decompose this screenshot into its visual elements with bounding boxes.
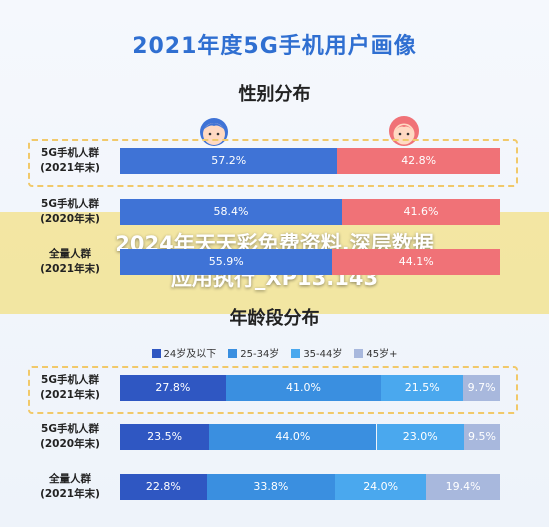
gender-section-title: 性别分布 bbox=[238, 84, 311, 105]
legend-label: 35-44岁 bbox=[303, 349, 343, 360]
highlight-box bbox=[28, 366, 518, 414]
age-segment: 44.0% bbox=[209, 424, 377, 450]
age-section-title: 年龄段分布 bbox=[229, 308, 320, 329]
age-segment: 33.8% bbox=[206, 474, 336, 500]
legend-swatch bbox=[228, 349, 238, 358]
age-row-label-line: 5G手机人群 bbox=[41, 374, 99, 386]
age-row-label-line: (2021年末) bbox=[40, 389, 100, 401]
legend-swatch bbox=[151, 349, 161, 358]
age-segment: 41.0% bbox=[225, 375, 382, 401]
age-legend: 24岁及以下 25-34岁 35-44岁 45岁+ bbox=[0, 345, 549, 360]
gender-row-label-line: (2021年末) bbox=[40, 162, 100, 174]
gender-row-label-line: 5G手机人群 bbox=[41, 147, 99, 159]
age-segment: 23.5% bbox=[120, 424, 210, 450]
legend-item: 35-44岁 bbox=[291, 345, 342, 360]
gender-row-label-line: (2021年末) bbox=[40, 263, 100, 275]
female-segment: 41.6% bbox=[341, 199, 500, 225]
age-segment: 23.0% bbox=[376, 424, 464, 450]
age-row-label: 5G手机人群 (2020年末) bbox=[20, 422, 120, 452]
age-segment: 24.0% bbox=[335, 474, 427, 500]
age-row-label: 全量人群 (2021年末) bbox=[20, 472, 120, 502]
female-segment: 42.8% bbox=[337, 148, 500, 174]
gender-row-label-line: 全量人群 bbox=[49, 248, 91, 260]
male-segment: 58.4% bbox=[120, 199, 342, 225]
legend-swatch bbox=[354, 349, 364, 358]
female-segment: 44.1% bbox=[332, 249, 500, 275]
age-row-label: 5G手机人群 (2021年末) bbox=[20, 373, 120, 403]
age-row-label-line: 5G手机人群 bbox=[41, 423, 99, 435]
legend-item: 24岁及以下 bbox=[151, 345, 217, 360]
gender-bar: 55.9% 44.1% bbox=[120, 249, 500, 275]
legend-item: 45岁+ bbox=[354, 345, 397, 360]
legend-label: 24岁及以下 bbox=[163, 349, 217, 360]
gender-row-label-line: (2020年末) bbox=[40, 213, 100, 225]
male-segment: 57.2% bbox=[120, 148, 338, 174]
gender-row-label: 5G手机人群 (2021年末) bbox=[20, 146, 120, 176]
age-bar: 23.5% 44.0% 23.0% 9.5% bbox=[120, 424, 500, 450]
age-segment: 9.7% bbox=[463, 375, 500, 401]
age-segment: 9.5% bbox=[463, 424, 500, 450]
page-title: 2021年度5G手机用户画像 bbox=[132, 34, 417, 59]
age-row-label-line: 全量人群 bbox=[49, 473, 91, 485]
legend-item: 25-34岁 bbox=[228, 345, 279, 360]
gender-row-label: 5G手机人群 (2020年末) bbox=[20, 197, 120, 227]
highlight-box bbox=[28, 139, 518, 187]
gender-row-label: 全量人群 (2021年末) bbox=[20, 247, 120, 277]
legend-label: 25-34岁 bbox=[240, 349, 280, 360]
age-segment: 19.4% bbox=[426, 474, 500, 500]
age-segment: 27.8% bbox=[120, 375, 226, 401]
gender-bar: 57.2% 42.8% bbox=[120, 148, 500, 174]
age-bar: 27.8% 41.0% 21.5% 9.7% bbox=[120, 375, 500, 401]
age-segment: 21.5% bbox=[381, 375, 464, 401]
age-bar: 22.8% 33.8% 24.0% 19.4% bbox=[120, 474, 500, 500]
gender-row-label-line: 5G手机人群 bbox=[41, 198, 99, 210]
age-row-label-line: (2021年末) bbox=[40, 488, 100, 500]
legend-swatch bbox=[291, 349, 301, 358]
age-segment: 22.8% bbox=[120, 474, 207, 500]
male-segment: 55.9% bbox=[120, 249, 333, 275]
gender-bar: 58.4% 41.6% bbox=[120, 199, 500, 225]
legend-label: 45岁+ bbox=[366, 349, 398, 360]
age-row-label-line: (2020年末) bbox=[40, 438, 100, 450]
